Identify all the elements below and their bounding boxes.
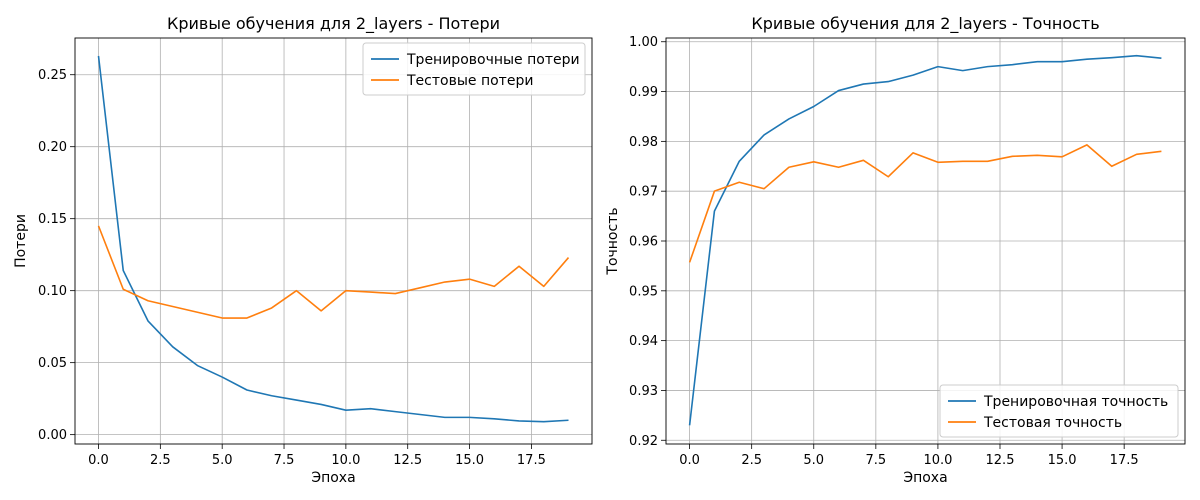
legend: Тренировочная точность Тестовая точность [939,384,1179,438]
chart-title: Кривые обучения для 2_layers - Точность [751,14,1099,34]
y-tick-label: 0.95 [629,284,658,299]
x-tick-label: 10.0 [923,453,952,468]
x-axis-label: Эпоха [311,470,355,486]
loss-chart-panel: 0.0 2.5 5.0 7.5 10.0 12.5 15.0 17.5 0.00 0.05 0.10… [13,14,593,486]
x-tick-label: 2.5 [150,453,171,468]
y-tick-label: 0.97 [629,185,658,200]
y-tick-label: 0.00 [38,428,67,443]
y-tick-label: 0.99 [629,85,658,100]
y-tick-label: 0.25 [38,68,67,83]
y-tick-label: 0.98 [629,135,658,150]
y-tick-label: 0.05 [38,356,67,371]
x-tick-label: 12.5 [393,453,422,468]
legend-box [362,42,586,96]
legend-entry-label: Тренировочные потери [406,52,580,68]
y-tick-label: 0.96 [629,235,658,250]
series-line-train [97,55,569,423]
x-tick-label: 15.0 [1048,453,1077,468]
x-tick-label: 10.0 [331,453,360,468]
x-tick-label: 12.5 [986,453,1015,468]
legend: Тренировочные потери Тестовые потери [362,42,586,96]
x-tick-label: 5.0 [212,453,233,468]
legend-entry-label: Тренировочная точность [983,394,1168,410]
y-tick-label: 0.92 [629,434,658,449]
axes-frame [665,37,1186,445]
legend-entry-label: Тестовая точность [983,415,1122,431]
accuracy-chart-panel: 0.0 2.5 5.0 7.5 10.0 12.5 15.0 17.5 0.92 0.93 0.94… [605,14,1186,486]
x-tick-label: 0.0 [679,453,700,468]
x-tick-label: 0.0 [88,453,109,468]
x-tick-label: 15.0 [455,453,484,468]
y-tick-label: 0.20 [38,140,67,155]
x-tick-label: 7.5 [865,453,886,468]
x-tick-label: 17.5 [1110,453,1139,468]
series-line-test [97,225,570,319]
chart-title: Кривые обучения для 2_layers - Потери [167,14,500,34]
legend-entry-label: Тестовые потери [406,73,533,89]
y-axis-label: Потери [13,214,29,268]
y-tick-label: 0.93 [629,384,658,399]
y-tick-label: 0.10 [38,284,67,299]
series-line-test [688,144,1162,263]
legend-box [939,384,1179,438]
series-line-train [688,54,1162,426]
y-tick-label: 0.94 [629,334,658,349]
y-axis-label: Точность [605,207,621,275]
x-tick-label: 7.5 [274,453,295,468]
y-tick-label: 0.15 [38,212,67,227]
x-tick-label: 2.5 [741,453,762,468]
x-axis-label: Эпоха [903,470,947,486]
y-tick-label: 1.00 [629,35,658,50]
x-tick-label: 5.0 [803,453,824,468]
axes-frame [74,37,593,445]
x-tick-label: 17.5 [517,453,546,468]
